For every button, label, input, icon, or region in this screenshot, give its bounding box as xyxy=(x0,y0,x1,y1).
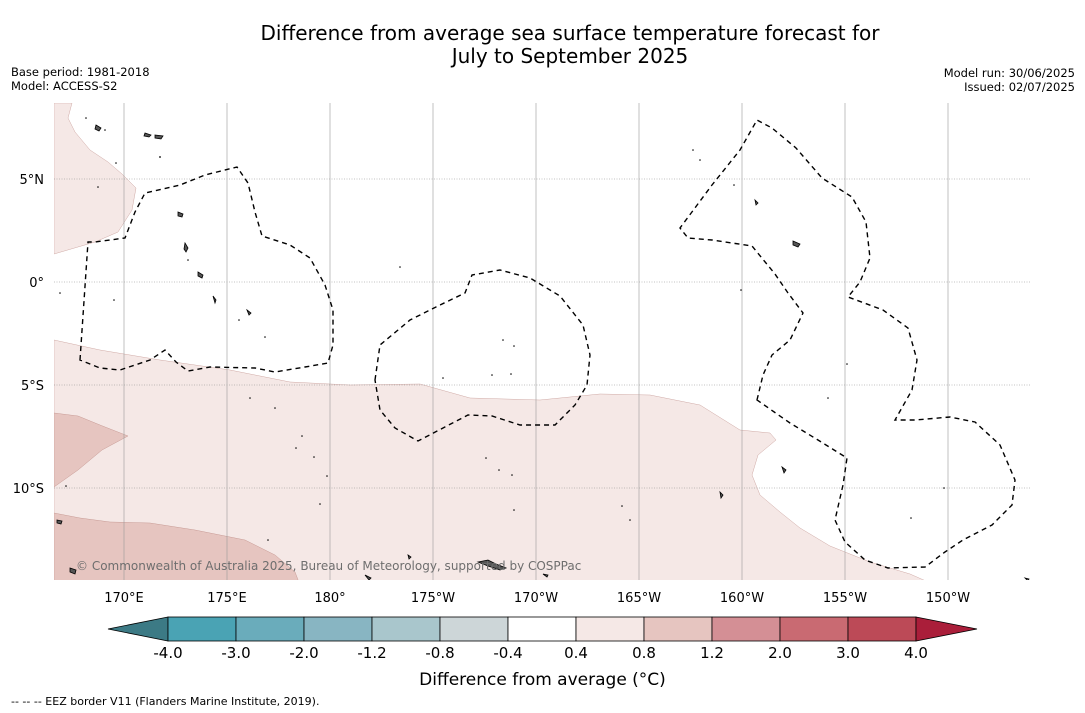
eez-legend: -- -- -- EEZ border V11 (Flanders Marine… xyxy=(11,695,320,708)
islands xyxy=(56,124,1030,580)
colorbar-tick-label: -1.2 xyxy=(357,644,386,662)
anomaly-region-west xyxy=(54,412,129,488)
colorbar-segment xyxy=(439,616,509,642)
colorbar-tick-label: 2.0 xyxy=(768,644,792,662)
lon-label: 150°W xyxy=(926,591,970,606)
lon-label: 160°W xyxy=(720,591,764,606)
base-period: Base period: 1981-2018 xyxy=(11,65,150,79)
colorbar-segment xyxy=(235,616,305,642)
colorbar-label: Difference from average (°C) xyxy=(419,670,666,690)
colorbar-tick-label: 0.8 xyxy=(632,644,656,662)
colorbar-segment xyxy=(371,616,441,642)
lon-label: 175°E xyxy=(207,591,247,606)
copyright-notice: © Commonwealth of Australia 2025, Bureau… xyxy=(76,559,582,573)
colorbar-segment xyxy=(303,616,373,642)
colorbar-tick-label: 4.0 xyxy=(904,644,928,662)
colorbar-tick-label: 1.2 xyxy=(700,644,724,662)
colorbar-extend-high xyxy=(915,616,978,642)
anomaly-region-nw xyxy=(54,103,137,255)
colorbar-segment xyxy=(167,616,237,642)
colorbar-tick-label: -3.0 xyxy=(221,644,250,662)
lon-label: 170°E xyxy=(104,591,144,606)
model-run: Model run: 30/06/2025 xyxy=(943,66,1075,80)
model-name: Model: ACCESS-S2 xyxy=(11,79,118,93)
colorbar-segment xyxy=(779,616,849,642)
title-line-2: July to September 2025 xyxy=(451,44,689,68)
title-line-1: Difference from average sea surface temp… xyxy=(260,21,880,45)
lat-label: 10°S xyxy=(13,482,44,497)
anomaly-region-sw xyxy=(54,512,299,580)
lon-label: 165°W xyxy=(617,591,661,606)
colorbar-tick-label: -2.0 xyxy=(289,644,318,662)
eez-phoenix xyxy=(374,269,591,442)
meta-right: Model run: 30/06/2025 Issued: 02/07/2025 xyxy=(944,66,1075,94)
eez-line-islands xyxy=(679,119,1016,569)
issued-date: Issued: 02/07/2025 xyxy=(964,80,1075,94)
lon-label: 175°W xyxy=(411,591,455,606)
colorbar-tick-label: -0.8 xyxy=(425,644,454,662)
map-area xyxy=(54,103,1031,580)
gridlines xyxy=(54,178,1031,489)
lon-label: 170°W xyxy=(514,591,558,606)
colorbar-segment xyxy=(575,616,645,642)
eez-borders xyxy=(79,119,1016,569)
colorbar-segment xyxy=(711,616,781,642)
map-title: Difference from average sea surface temp… xyxy=(0,22,1085,68)
colorbar-tick-label: 0.4 xyxy=(564,644,588,662)
colorbar-segment xyxy=(507,616,577,642)
meta-left: Base period: 1981-2018 Model: ACCESS-S2 xyxy=(11,65,150,93)
lat-label: 5°S xyxy=(21,379,44,394)
colorbar-tick-label: -4.0 xyxy=(153,644,182,662)
lat-label: 5°N xyxy=(20,173,45,188)
colorbar-segment xyxy=(643,616,713,642)
colorbar-tick-label: 3.0 xyxy=(836,644,860,662)
lon-label: 155°W xyxy=(823,591,867,606)
lon-label: 180° xyxy=(314,591,345,606)
lat-label: 0° xyxy=(29,276,44,291)
colorbar-tick-label: -0.4 xyxy=(493,644,522,662)
colorbar: -4.0 -3.0 -2.0 -1.2 -0.8 -0.4 0.4 0.8 1.2 2.0 3.0 4… xyxy=(107,616,978,662)
eez-kiribati-gilbert xyxy=(79,166,334,373)
colorbar-extend-low xyxy=(107,616,169,642)
colorbar-segment xyxy=(847,616,917,642)
